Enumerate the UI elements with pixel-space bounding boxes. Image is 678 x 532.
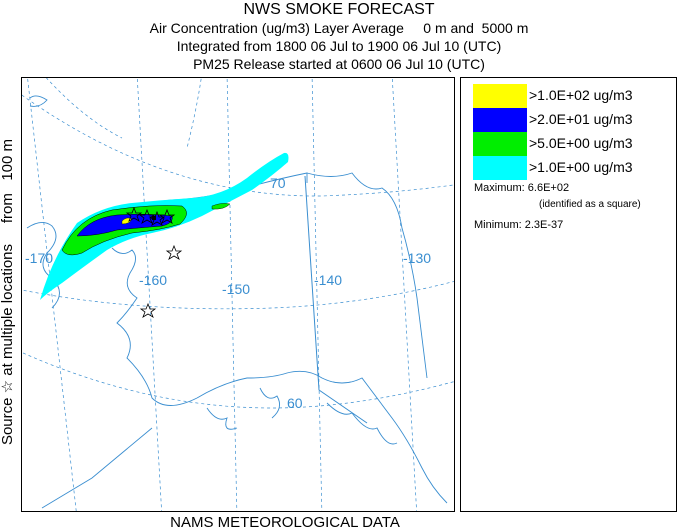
- graticule-lon-150: [226, 78, 238, 511]
- alaska-map: -170 -160 -150 -140 -130 70 60: [22, 78, 454, 511]
- graticule-lat-70: [22, 94, 454, 197]
- us-canada-border: [304, 175, 368, 424]
- map-panel[interactable]: -170 -160 -150 -140 -130 70 60: [21, 77, 455, 512]
- legend-label-20: >2.0E+01 ug/m3: [529, 111, 633, 127]
- source-markers: [125, 206, 183, 318]
- maximum-note: (identified as a square): [539, 199, 641, 210]
- graticule-lon-170: [27, 78, 77, 511]
- graticule-lat-60: [22, 352, 454, 409]
- lon-label-170: -170: [25, 250, 53, 266]
- legend-item-5: >5.0E+00 ug/m3: [473, 132, 673, 156]
- legend-item-20: >2.0E+01 ug/m3: [473, 108, 673, 132]
- graticule-arc-north: [46, 78, 123, 139]
- legend-label-5: >5.0E+00 ug/m3: [529, 135, 633, 151]
- coast-kodiak: [206, 407, 238, 430]
- source-star-6: [139, 302, 157, 318]
- met-data-footer: NAMS METEOROLOGICAL DATA: [170, 514, 400, 531]
- source-star-1: [125, 206, 143, 222]
- lat-label-70: 70: [270, 175, 286, 191]
- source-star-4: [158, 208, 176, 224]
- minimum-value: Minimum: 2.3E-37: [474, 219, 564, 231]
- legend-item-100: >1.0E+02 ug/m3: [473, 84, 673, 108]
- legend-panel: >1.0E+02 ug/m3 >2.0E+01 ug/m3 >5.0E+00 u…: [460, 77, 677, 512]
- graticule-lon-140: [311, 78, 323, 511]
- coast-aleutians: [41, 427, 153, 509]
- coast-wrangel: [29, 95, 48, 107]
- maximum-value: Maximum: 6.6E+02: [474, 182, 570, 194]
- graticule-lat-65: [22, 281, 454, 310]
- coast-west-alaska: [111, 247, 198, 406]
- graticule-lon-160: [136, 78, 162, 511]
- lat-label-60: 60: [287, 395, 303, 411]
- legend-item-1: >1.0E+00 ug/m3: [473, 156, 673, 180]
- graticule: [22, 78, 454, 511]
- source-star-2: [138, 208, 156, 224]
- coast-gulf-alaska: [196, 370, 448, 504]
- lon-label-130: -130: [403, 250, 431, 266]
- maximum-square: [152, 216, 156, 220]
- graticule-arc-north2: [186, 78, 202, 149]
- lon-label-160: -160: [139, 272, 167, 288]
- legend-label-1: >1.0E+00 ug/m3: [529, 159, 633, 175]
- integration-period: Integrated from 1800 06 Jul to 1900 06 J…: [176, 38, 502, 54]
- source-star-5: [165, 244, 183, 260]
- plume-green-east: [211, 203, 231, 210]
- coast-panhandle: [326, 402, 398, 445]
- legend-swatch-green: [473, 132, 527, 156]
- legend-swatch-yellow: [473, 84, 527, 108]
- forecast-title: NWS SMOKE FORECAST: [243, 1, 435, 18]
- legend-label-100: >1.0E+02 ug/m3: [529, 87, 633, 103]
- source-side-label: Source ☆ at multiple locations from 100 …: [0, 138, 16, 446]
- lon-label-150: -150: [222, 281, 250, 297]
- coast-canada-arctic: [306, 172, 428, 379]
- concentration-subtitle: Air Concentration (ug/m3) Layer Average …: [149, 20, 529, 36]
- lon-label-140: -140: [314, 272, 342, 288]
- release-info: PM25 Release started at 0600 06 Jul 10 (…: [193, 56, 485, 72]
- coast-kenai: [259, 387, 281, 419]
- coastline: [26, 95, 448, 509]
- legend-swatch-cyan: [473, 156, 527, 180]
- coast-chukotka: [26, 222, 60, 309]
- legend-swatch-blue: [473, 108, 527, 132]
- graticule-lon-130: [391, 78, 417, 511]
